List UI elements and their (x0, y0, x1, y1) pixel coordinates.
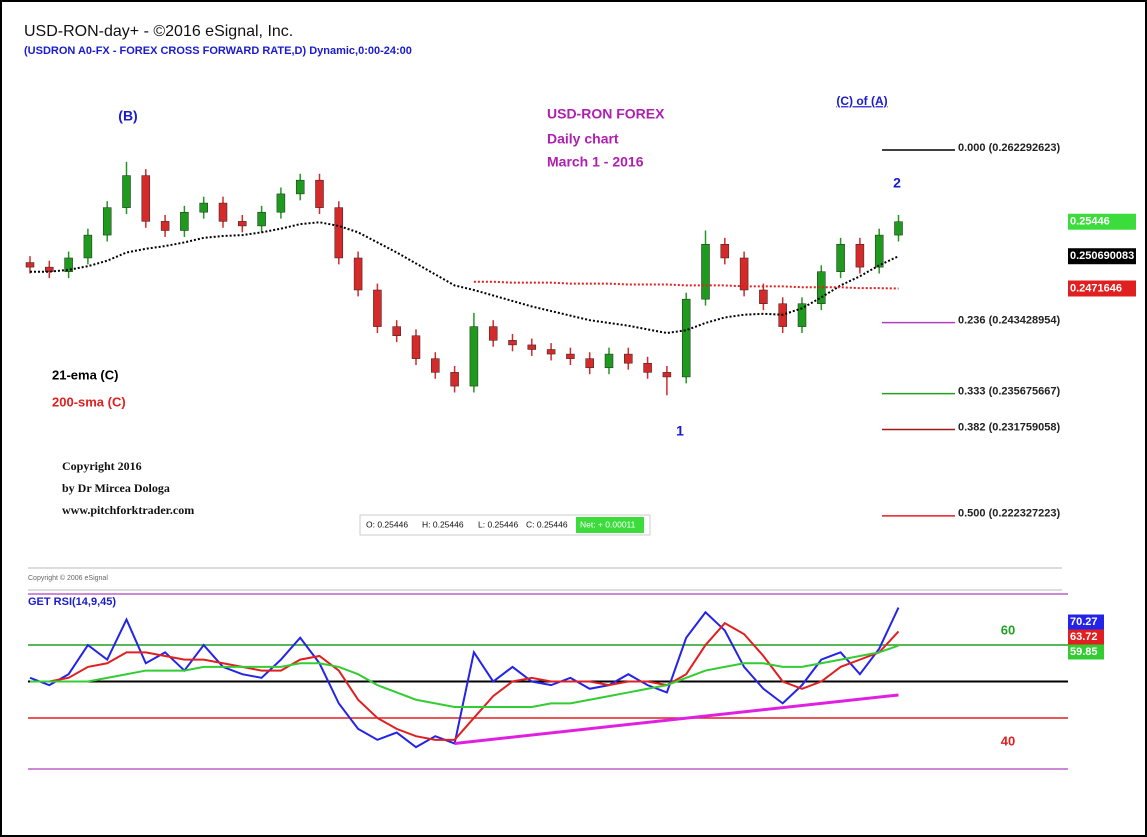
candle-body (894, 221, 903, 236)
net-box (576, 517, 644, 533)
y-tick-label: 60 (1001, 622, 1015, 637)
candle-body (604, 353, 614, 369)
panel-title: GET RSI(14,9,45) (28, 596, 116, 608)
candle-body (295, 179, 305, 195)
candle-body (45, 266, 54, 272)
price-tag (1068, 280, 1136, 297)
candle-body (836, 243, 845, 272)
value-tag (1068, 644, 1104, 660)
candle-body (276, 193, 286, 213)
candle-body (643, 362, 652, 373)
series-line (30, 621, 900, 741)
y-tick-label: 40 (1001, 733, 1015, 748)
value-tag (1068, 614, 1104, 630)
price-tag-label: 0.250690083 (1070, 250, 1134, 262)
source-note: Copyright © 2006 eSignal (28, 574, 108, 582)
status-item: O: 0.25446 (366, 519, 408, 529)
candle-body (855, 243, 865, 268)
annotation: 2 (893, 175, 901, 191)
candle-body (431, 358, 440, 373)
candle-body (469, 326, 479, 387)
annotation: USD-RON FOREX (547, 106, 665, 122)
candle-body (450, 372, 459, 387)
series-line (30, 221, 899, 335)
legend-entry: 200-sma (C) (52, 394, 126, 409)
chart-subtitle: (USDRON A0-FX - FOREX CROSS FORWARD RATE… (24, 45, 412, 57)
candle-body (546, 349, 556, 355)
status-net: Net: + 0.00011 (580, 519, 636, 529)
candle-body (739, 257, 749, 291)
annotation: Daily chart (547, 131, 619, 147)
candle-body (83, 234, 93, 259)
price-tag (1068, 213, 1136, 230)
copyright: by Dr Mircea Dologa (62, 481, 170, 495)
value-tag-label: 59.85 (1070, 646, 1098, 658)
candle-body (199, 202, 208, 213)
annotation: (B) (118, 108, 137, 124)
price-tag-label: 0.2471646 (1070, 282, 1122, 294)
candle-body (817, 271, 826, 304)
series-line (29, 607, 900, 749)
price-tag (1068, 248, 1136, 265)
candle-body (122, 175, 131, 208)
candle-body (218, 202, 228, 222)
candle-body (797, 303, 807, 327)
candle-body (720, 243, 730, 259)
legend-entry: 21-ema (C) (52, 367, 118, 382)
candle-body (141, 175, 151, 222)
candle-body (392, 326, 401, 337)
candle-body (566, 353, 575, 359)
candle-body (353, 257, 363, 291)
trendline (454, 693, 899, 745)
candle-body (160, 221, 170, 231)
status-item: C: 0.25446 (526, 519, 568, 529)
candle-body (701, 243, 710, 300)
candle-body (373, 289, 382, 327)
candle-body (257, 211, 266, 227)
status-item: L: 0.25446 (478, 519, 518, 529)
value-tag (1068, 629, 1104, 645)
candle-body (662, 372, 672, 378)
value-tag-label: 70.27 (1070, 616, 1098, 628)
candle-body (759, 289, 768, 304)
candle-body (585, 358, 594, 369)
series-line (30, 644, 899, 709)
candle-body (102, 207, 112, 236)
copyright: Copyright 2016 (62, 459, 142, 473)
candle-body (681, 298, 691, 378)
annotation: 1 (676, 423, 684, 439)
candle-body (64, 257, 73, 272)
fib-label: 0.500 (0.222327223) (958, 508, 1060, 520)
fib-label: 0.382 (0.231759058) (958, 421, 1060, 433)
candle-body (25, 262, 35, 268)
series-line (473, 280, 899, 290)
fib-label: 0.000 (0.262292623) (958, 142, 1060, 154)
candle-body (527, 344, 537, 350)
candle-body (411, 335, 421, 359)
annotation: March 1 - 2016 (547, 154, 644, 170)
candle-body (488, 326, 498, 341)
price-tag-label: 0.25446 (1070, 216, 1110, 228)
fib-label: 0.333 (0.235675667) (958, 386, 1060, 398)
value-tag-label: 63.72 (1070, 631, 1098, 643)
candle-body (874, 234, 884, 268)
copyright: www.pitchforktrader.com (62, 503, 194, 517)
candle-body (334, 207, 344, 259)
chart-title: USD-RON-day+ - ©2016 eSignal, Inc. (24, 23, 293, 40)
annotation: (C) of (A) (836, 94, 887, 108)
candle-body (624, 353, 633, 364)
status-item: H: 0.25446 (422, 519, 464, 529)
candle-body (508, 340, 517, 346)
candle-body (238, 221, 247, 227)
candle-body (315, 179, 324, 208)
candle-body (180, 211, 189, 231)
fib-label: 0.236 (0.243428954) (958, 315, 1060, 327)
